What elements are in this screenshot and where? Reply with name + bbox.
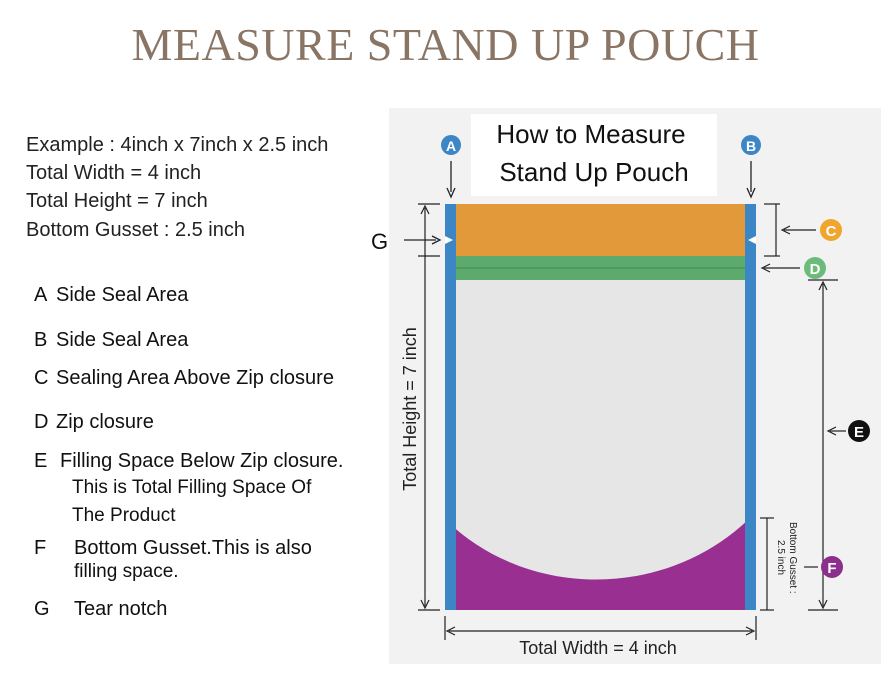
badge-f: F <box>821 556 843 578</box>
svg-text:E: E <box>854 424 864 441</box>
gusset-label-line2: 2.5 inch <box>775 540 786 575</box>
page-title: MEASURE STAND UP POUCH <box>131 19 760 70</box>
total-height-label: Total Height = 7 inch <box>400 327 420 491</box>
badge-d: D <box>804 257 826 279</box>
arrow-b-head <box>746 187 756 199</box>
width-arrow-left <box>445 626 456 636</box>
top-seal-area <box>448 204 754 256</box>
heading-box <box>471 114 717 196</box>
tear-notch-left <box>445 236 453 244</box>
example-width: Total Width = 4 inch <box>26 162 202 184</box>
arrow-c-head <box>780 225 791 235</box>
example-line: Example : 4inch x 7inch x 2.5 inch <box>26 134 329 156</box>
arrow-d-head <box>760 263 771 273</box>
side-seal-left <box>445 204 456 610</box>
badge-c: C <box>820 219 842 241</box>
svg-text:D: D <box>810 261 821 278</box>
heading-line1: How to Measure <box>496 119 685 149</box>
legend-item-e-line3: The Product <box>72 505 176 526</box>
svg-text:C: C <box>826 223 837 240</box>
svg-text:F: F <box>827 560 836 577</box>
e-arrow-bottom <box>818 599 828 610</box>
legend-item-a: A Side Seal Area <box>34 284 189 306</box>
e-arrow-top <box>818 280 828 291</box>
svg-text:B: B <box>746 138 756 154</box>
side-seal-right <box>745 204 756 610</box>
arrow-a-head <box>446 187 456 199</box>
legend-item-e: E Filling Space Below Zip closure. <box>34 450 344 472</box>
badge-a: A <box>441 135 461 155</box>
gusset-label-line1: Bottom Gusset : <box>787 522 798 594</box>
badge-b: B <box>741 135 761 155</box>
legend-item-g: G Tear notch <box>34 598 168 620</box>
legend-item-e-line2: This is Total Filling Space Of <box>72 477 312 498</box>
height-arrow-top <box>420 204 430 215</box>
legend-item-b: B Side Seal Area <box>34 329 189 351</box>
total-width-label: Total Width = 4 inch <box>519 638 677 658</box>
legend-item-d: D Zip closure <box>34 411 154 433</box>
arrow-g-head <box>431 235 442 245</box>
badge-e: E <box>848 420 870 442</box>
example-height: Total Height = 7 inch <box>26 190 208 212</box>
bottom-gusset <box>448 514 754 610</box>
tear-notch-right <box>748 236 756 244</box>
label-g: G <box>371 229 388 254</box>
height-arrow-bottom <box>420 599 430 610</box>
example-gusset: Bottom Gusset : 2.5 inch <box>26 219 245 241</box>
legend-item-f-line2: filling space. <box>74 561 179 582</box>
legend-item-c: C Sealing Area Above Zip closure <box>34 367 334 389</box>
svg-text:A: A <box>446 138 456 154</box>
heading-line2: Stand Up Pouch <box>499 157 688 187</box>
width-arrow-right <box>745 626 756 636</box>
arrow-e-head <box>826 426 837 436</box>
legend-item-f: F Bottom Gusset.This is also <box>34 537 312 559</box>
